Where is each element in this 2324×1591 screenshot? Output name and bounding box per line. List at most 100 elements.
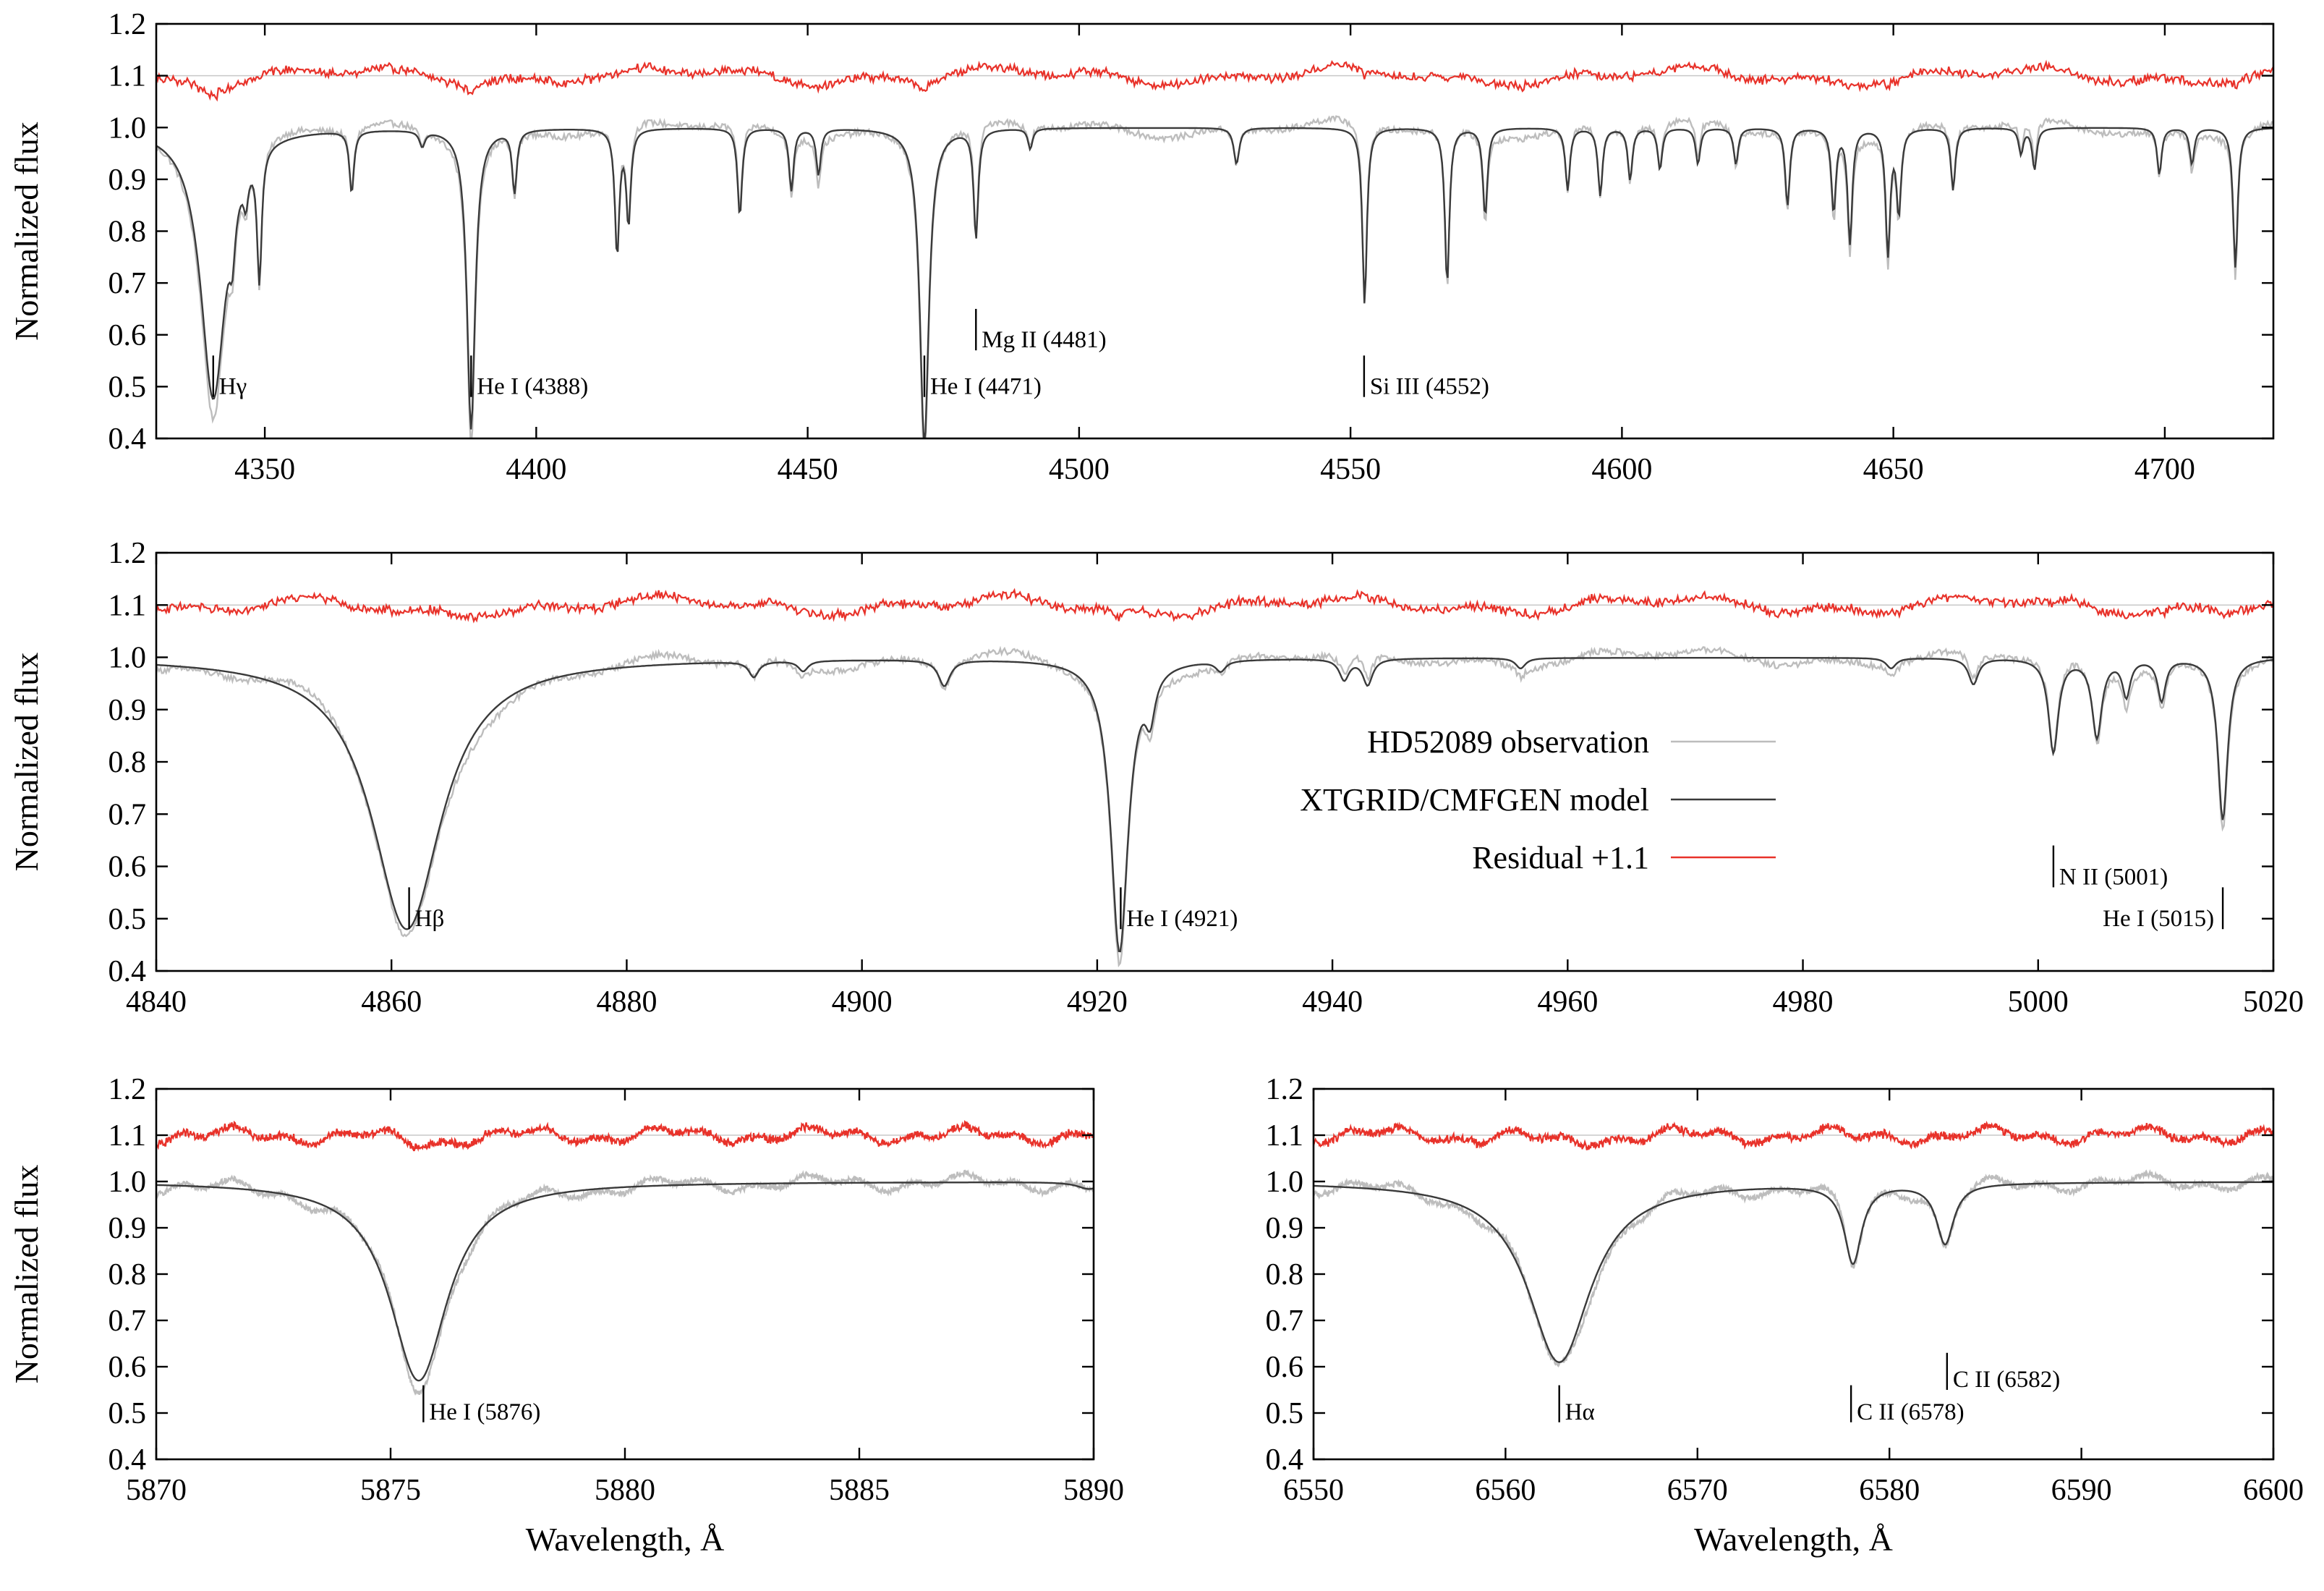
line-annotation-label: Hα	[1565, 1399, 1595, 1425]
x-tick-label: 4350	[234, 453, 295, 486]
x-tick-label: 4700	[2134, 453, 2195, 486]
model-line	[156, 657, 2273, 953]
y-tick-label: 0.9	[108, 1212, 147, 1245]
x-tick-label: 4980	[1773, 985, 1834, 1019]
y-tick-label: 1.2	[1266, 1073, 1304, 1106]
y-tick-label: 1.2	[108, 8, 147, 41]
observation-line	[156, 1169, 1094, 1396]
x-tick-label: 5020	[2243, 985, 2304, 1019]
y-tick-label: 0.4	[108, 1443, 147, 1477]
y-tick-label: 0.8	[1266, 1258, 1304, 1291]
x-tick-label: 4650	[1863, 453, 1924, 486]
x-tick-label: 4600	[1591, 453, 1652, 486]
x-tick-label: 4960	[1537, 985, 1598, 1019]
observation-line	[1314, 1168, 2273, 1368]
y-tick-label: 0.9	[1266, 1212, 1304, 1245]
plot-frame	[1312, 1087, 2275, 1461]
y-tick-label: 1.2	[108, 1073, 147, 1106]
line-annotation-label: C II (6578)	[1857, 1399, 1964, 1425]
line-annotation-label: Hγ	[219, 374, 247, 400]
x-tick-label: 4450	[778, 453, 838, 486]
x-tick-label: 4860	[361, 985, 422, 1019]
y-tick-label: 1.1	[108, 60, 147, 93]
legend-label-observation: HD52089 observation	[1367, 724, 1649, 760]
x-tick-label: 4500	[1049, 453, 1110, 486]
x-tick-label: 4840	[126, 985, 187, 1019]
line-annotation-label: He I (4471)	[930, 374, 1042, 400]
y-tick-label: 1.0	[108, 111, 147, 145]
x-tick-label: 4920	[1067, 985, 1128, 1019]
x-axis-label: Wavelength, Å	[526, 1521, 725, 1558]
x-tick-label: 6570	[1667, 1474, 1728, 1507]
x-tick-label: 6550	[1283, 1474, 1344, 1507]
legend-entry-residual: Residual +1.1	[1472, 840, 1776, 875]
x-tick-label: 5880	[595, 1474, 655, 1507]
y-tick-label: 0.6	[108, 319, 147, 352]
legend: HD52089 observation XTGRID/CMFGEN model …	[1300, 724, 1776, 875]
x-tick-label: 5870	[126, 1474, 187, 1507]
model-line	[156, 1181, 1094, 1382]
y-tick-label: 0.4	[108, 423, 147, 456]
y-axis-label: Normalized flux	[8, 122, 45, 341]
y-tick-label: 0.5	[108, 903, 147, 936]
legend-entry-model: XTGRID/CMFGEN model	[1300, 782, 1776, 818]
y-tick-label: 1.0	[1266, 1166, 1304, 1199]
y-tick-label: 1.2	[108, 537, 147, 570]
x-tick-label: 5890	[1063, 1474, 1124, 1507]
line-annotation-label: Mg II (4481)	[982, 327, 1106, 353]
x-tick-label: 6580	[1859, 1474, 1920, 1507]
y-tick-label: 0.6	[1266, 1351, 1304, 1384]
observation-line	[156, 645, 2273, 968]
model-line	[1314, 1181, 2273, 1364]
y-tick-label: 0.7	[108, 798, 147, 831]
x-tick-label: 5000	[2008, 985, 2069, 1019]
y-tick-label: 0.5	[1266, 1397, 1304, 1430]
model-line	[156, 127, 2273, 438]
y-tick-label: 1.1	[108, 589, 147, 622]
y-tick-label: 1.0	[108, 1166, 147, 1199]
legend-entry-observation: HD52089 observation	[1367, 724, 1776, 760]
x-tick-label: 5885	[829, 1474, 890, 1507]
x-tick-label: 6560	[1475, 1474, 1536, 1507]
panel-top: 0.4 0.5 0.6 0.7 0.8 0.9 1.0 1.1 1.2 4350 4400 4450 4…	[8, 8, 2275, 486]
panel-bottom-right: 0.4 0.5 0.6 0.7 0.8 0.9 1.0 1.1 1.2 6550 6560 6570 6…	[1266, 1073, 2304, 1558]
y-tick-label: 0.4	[108, 955, 147, 988]
y-tick-label: 0.7	[108, 1304, 147, 1338]
y-tick-label: 1.1	[108, 1119, 147, 1153]
y-axis-label: Normalized flux	[8, 653, 45, 872]
line-annotation-label: N II (5001)	[2059, 864, 2168, 890]
legend-label-residual: Residual +1.1	[1472, 840, 1649, 875]
x-axis-label: Wavelength, Å	[1694, 1521, 1893, 1558]
line-annotation-label: He I (4388)	[477, 374, 588, 400]
line-annotation-label: He I (4921)	[1126, 906, 1238, 932]
legend-label-model: XTGRID/CMFGEN model	[1300, 782, 1649, 818]
x-tick-label: 6600	[2243, 1474, 2304, 1507]
x-tick-label: 5875	[360, 1474, 421, 1507]
y-tick-label: 0.6	[108, 1351, 147, 1384]
y-tick-label: 0.9	[108, 694, 147, 727]
y-tick-label: 0.5	[108, 1397, 147, 1430]
x-tick-label: 6590	[2051, 1474, 2112, 1507]
y-tick-label: 0.9	[108, 164, 147, 197]
line-annotation-label: C II (6582)	[1953, 1367, 2060, 1393]
y-tick-label: 1.0	[108, 642, 147, 675]
line-annotation-label: He I (5015)	[2103, 906, 2214, 932]
y-tick-label: 0.8	[108, 216, 147, 249]
residual-line	[156, 1120, 1094, 1153]
residual-line	[156, 587, 2273, 624]
x-tick-label: 4400	[506, 453, 566, 486]
line-annotation-label: Si III (4552)	[1370, 374, 1489, 400]
y-tick-label: 0.7	[108, 267, 147, 300]
y-axis-label: Normalized flux	[8, 1165, 45, 1384]
line-annotation-label: Hβ	[415, 906, 445, 932]
x-tick-label: 4880	[596, 985, 657, 1019]
x-tick-label: 4940	[1302, 985, 1363, 1019]
y-tick-label: 0.7	[1266, 1304, 1304, 1338]
panel-middle: 0.4 0.5 0.6 0.7 0.8 0.9 1.0 1.1 1.2 4840 4860 4880 4…	[8, 537, 2304, 1019]
line-annotation-label: He I (5876)	[429, 1399, 540, 1425]
y-tick-label: 0.8	[108, 746, 147, 779]
y-tick-label: 1.1	[1266, 1119, 1304, 1153]
residual-line	[156, 59, 2273, 102]
y-tick-label: 0.4	[1266, 1443, 1304, 1477]
